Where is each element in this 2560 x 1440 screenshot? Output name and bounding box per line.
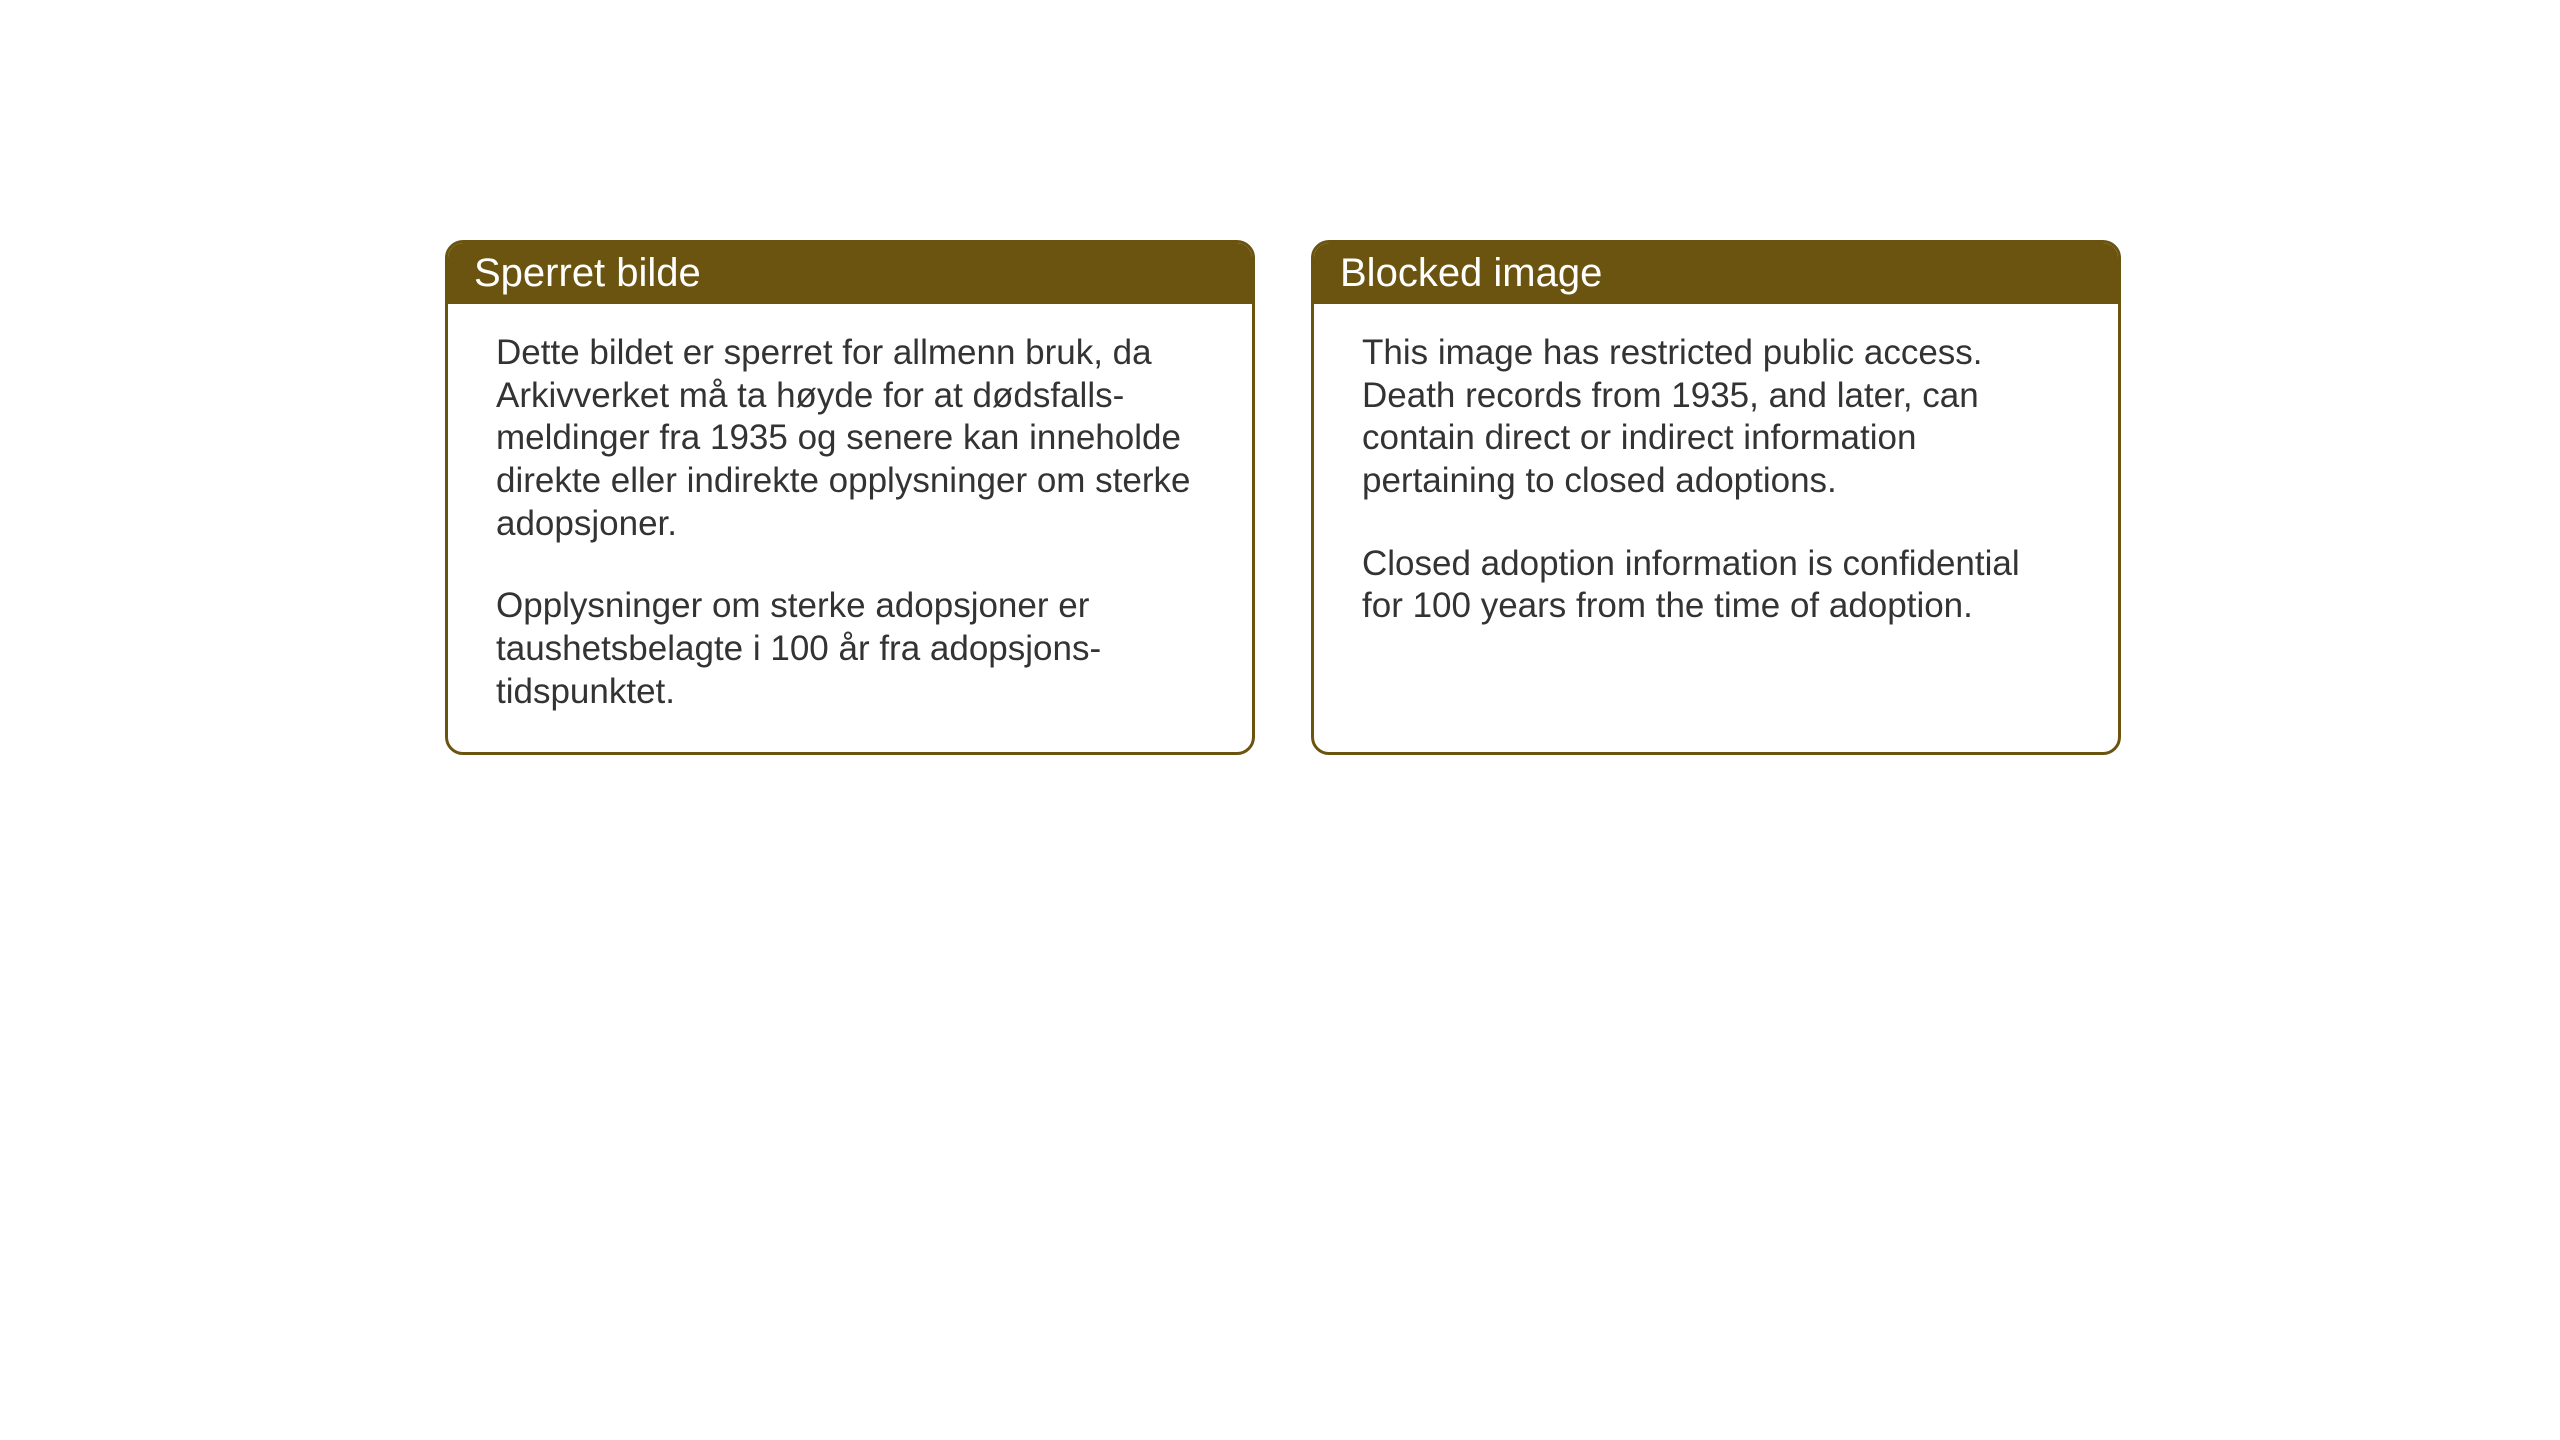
paragraph-english-1: This image has restricted public access.…: [1362, 332, 2070, 503]
card-norwegian: Sperret bilde Dette bildet er sperret fo…: [445, 240, 1255, 755]
card-english: Blocked image This image has restricted …: [1311, 240, 2121, 755]
card-body-english: This image has restricted public access.…: [1314, 304, 2118, 706]
paragraph-norwegian-2: Opplysninger om sterke adopsjoner er tau…: [496, 585, 1204, 713]
card-title-norwegian: Sperret bilde: [474, 251, 701, 295]
card-title-english: Blocked image: [1340, 251, 1602, 295]
cards-container: Sperret bilde Dette bildet er sperret fo…: [445, 240, 2121, 755]
card-header-english: Blocked image: [1314, 243, 2118, 304]
card-body-norwegian: Dette bildet er sperret for allmenn bruk…: [448, 304, 1252, 752]
paragraph-norwegian-1: Dette bildet er sperret for allmenn bruk…: [496, 332, 1204, 545]
card-header-norwegian: Sperret bilde: [448, 243, 1252, 304]
paragraph-english-2: Closed adoption information is confident…: [1362, 543, 2070, 628]
